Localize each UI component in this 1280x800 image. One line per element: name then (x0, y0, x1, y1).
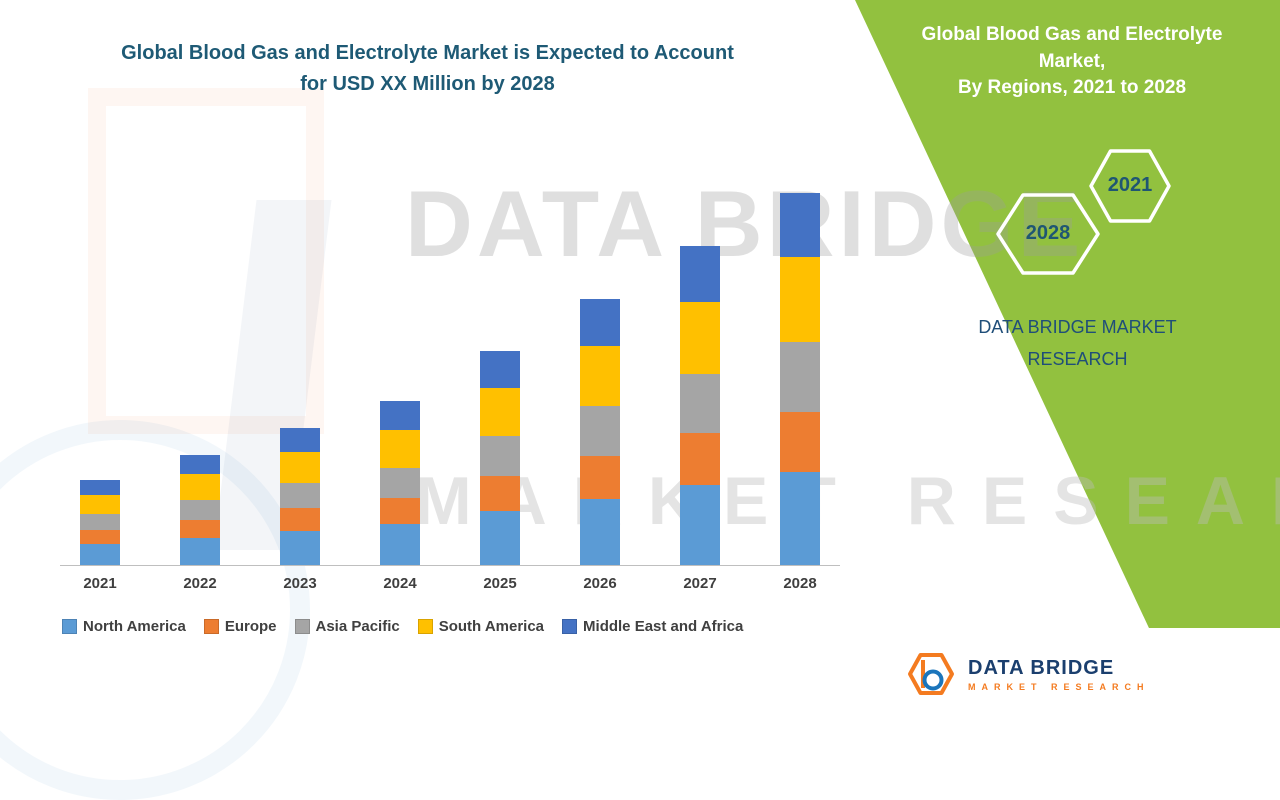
panel-title: Global Blood Gas and Electrolyte Market,… (912, 22, 1232, 102)
bar-segment (180, 454, 220, 475)
hexagon-2021 (1089, 149, 1171, 223)
bar-segment (380, 524, 420, 565)
chart-title-line2: for USD XX Million by 2028 (300, 73, 555, 95)
watermark-data-bridge: DATA BRIDGE (405, 171, 1085, 276)
bar-segment (780, 411, 820, 473)
legend-label: Europe (224, 618, 277, 635)
hexagon-year-2021: 2021 (1107, 174, 1153, 196)
bar-group-2021: 2021 (80, 480, 120, 592)
bar-segment (480, 350, 520, 388)
chart-title-line1: Global Blood Gas and Electrolyte Market … (121, 42, 734, 64)
legend-label: North America (83, 618, 186, 635)
bar-segment (480, 387, 520, 437)
x-tick-label: 2024 (383, 575, 417, 592)
legend-item-europe: Europe (203, 618, 277, 635)
legend-item-middle-east-and-africa: Middle East and Africa (562, 618, 743, 635)
legend-label: South America (438, 618, 545, 635)
bar-segment (280, 427, 320, 452)
plot-area: 2021 2022 2023 2024 2025 2026 2027 2028 (60, 175, 840, 592)
x-tick-label: 2023 (283, 575, 317, 592)
bar-segment (580, 455, 620, 499)
bar-segment (80, 480, 120, 495)
legend: North America Europe Asia Pacific South Ame… (62, 618, 743, 635)
bar-segment (580, 498, 620, 565)
bar-segment (180, 537, 220, 565)
legend-item-north-america: North America (62, 618, 186, 635)
legend-item-south-america: South America (417, 618, 545, 635)
footer-logo-area: DATA BRIDGE MARKET RESEARCH (872, 628, 1280, 720)
footer-brand-subtitle: MARKET RESEARCH (968, 681, 1150, 692)
bar-segment (780, 192, 820, 257)
bar-segment (380, 401, 420, 431)
bar-segment (280, 508, 320, 531)
bar-group-2025: 2025 (480, 350, 520, 592)
panel-title-line2: By Regions, 2021 to 2028 (957, 77, 1187, 99)
bar-segment (680, 246, 720, 302)
bar-group-2022: 2022 (180, 454, 220, 592)
hexagon-year-2028: 2028 (1025, 222, 1071, 244)
bar-segment (780, 341, 820, 412)
panel-brand-line2: RESEARCH (1027, 348, 1128, 369)
bar-segment (680, 433, 720, 486)
bar-group-2024: 2024 (380, 401, 420, 592)
bar-segment (380, 497, 420, 525)
x-axis-line (60, 565, 840, 566)
bar-segment (680, 485, 720, 565)
bar-segment (380, 430, 420, 468)
x-tick-label: 2026 (583, 575, 617, 592)
legend-swatch (417, 619, 433, 634)
bar-segment (480, 511, 520, 565)
bar-segment (80, 494, 120, 515)
bar-group-2028: 2028 (780, 192, 820, 592)
bar-segment (180, 520, 220, 538)
bar-segment (380, 467, 420, 498)
bar-segment (480, 436, 520, 477)
bar-segment (180, 474, 220, 500)
bar-segment (580, 406, 620, 456)
bar-segment (580, 298, 620, 346)
bar-group-2026: 2026 (580, 298, 620, 592)
bar-segment (680, 373, 720, 434)
footer-brand-name: DATA BRIDGE (968, 656, 1115, 679)
x-tick-label: 2027 (683, 575, 717, 592)
legend-swatch (203, 619, 219, 634)
data-bridge-logo-icon (908, 653, 954, 695)
x-tick-label: 2028 (783, 575, 817, 592)
legend-swatch (294, 619, 310, 634)
panel-brand-text: DATA BRIDGE MARKET RESEARCH (935, 312, 1220, 375)
legend-item-asia-pacific: Asia Pacific (294, 618, 400, 635)
bar-segment (780, 472, 820, 565)
hexagons-graphic (996, 149, 1171, 275)
x-tick-label: 2025 (483, 575, 517, 592)
legend-label: Middle East and Africa (583, 618, 744, 635)
bar-group-2027: 2027 (680, 246, 720, 592)
watermark-market-research: MARKET RESEARCH (415, 463, 1280, 539)
bar-group-2023: 2023 (280, 427, 320, 592)
chart-title: Global Blood Gas and Electrolyte Market … (0, 38, 855, 100)
bar-segment (580, 345, 620, 407)
bar-segment (280, 483, 320, 509)
bar-segment (80, 543, 120, 565)
panel-title-line1: Global Blood Gas and Electrolyte Market, (921, 24, 1223, 72)
bar-segment (180, 499, 220, 521)
panel-brand-line1: DATA BRIDGE MARKET (978, 317, 1177, 337)
x-tick-label: 2021 (83, 575, 117, 592)
bar-segment (280, 451, 320, 484)
bar-segment (780, 256, 820, 342)
bar-segment (480, 476, 520, 512)
x-tick-label: 2022 (183, 575, 217, 592)
bar-segment (80, 529, 120, 544)
bar-segment (280, 530, 320, 565)
bar-segment (680, 301, 720, 374)
hexagon-2028 (996, 193, 1100, 275)
legend-label: Asia Pacific (315, 618, 400, 635)
legend-swatch (562, 619, 578, 634)
bar-segment (80, 514, 120, 530)
legend-swatch (62, 619, 77, 634)
